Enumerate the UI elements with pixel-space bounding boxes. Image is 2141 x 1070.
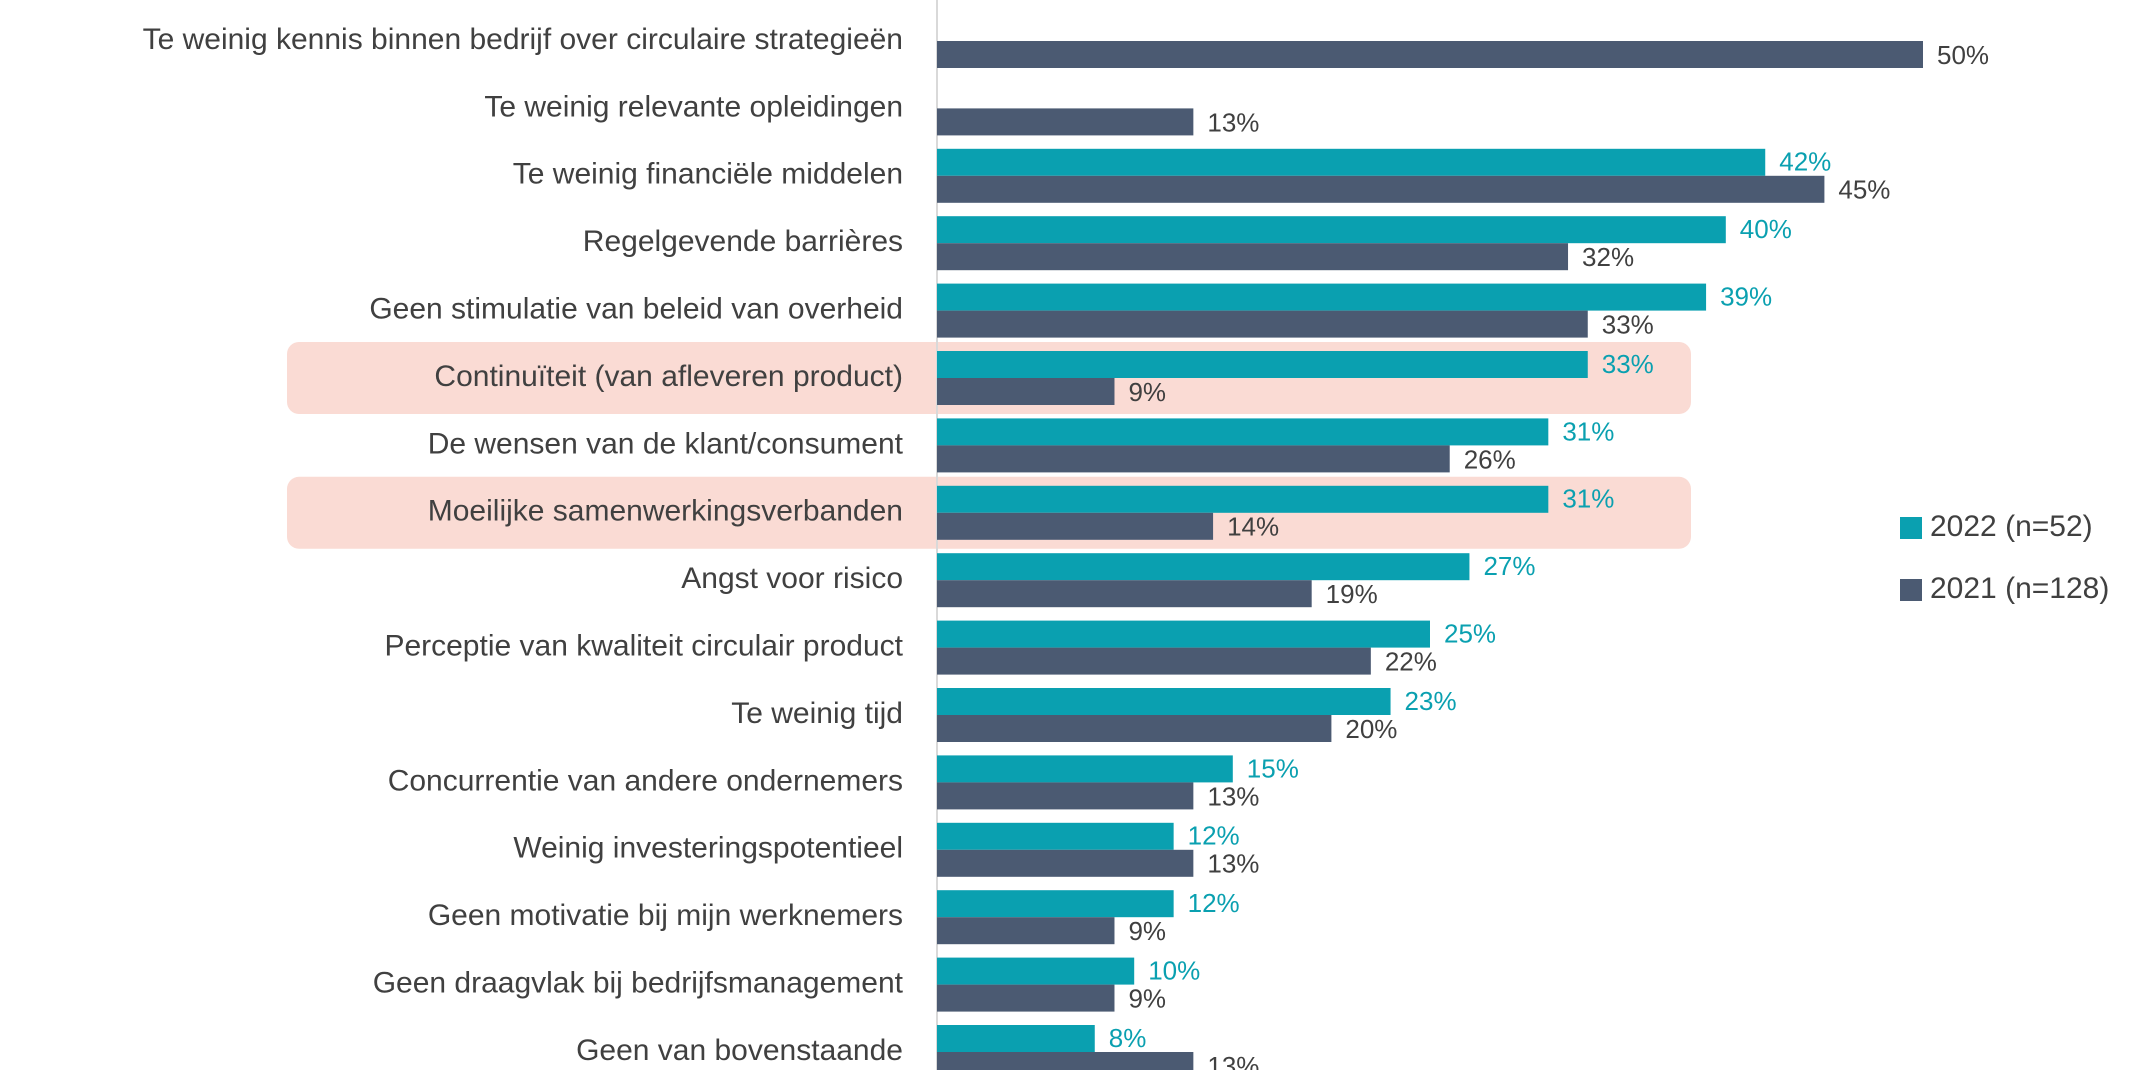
- value-label: 13%: [1207, 107, 1259, 137]
- bar: [937, 984, 1115, 1012]
- value-label: 19%: [1326, 579, 1378, 609]
- value-label: 14%: [1227, 512, 1279, 542]
- bar: [937, 822, 1174, 850]
- bar: [937, 445, 1450, 473]
- value-label: 33%: [1602, 309, 1654, 339]
- bar: [937, 108, 1194, 136]
- bar: [937, 647, 1371, 675]
- category-label: Geen stimulatie van beleid van overheid: [369, 293, 903, 326]
- category-label: Te weinig tijd: [731, 697, 903, 730]
- value-label: 40%: [1740, 214, 1792, 244]
- legend-label: 2021 (n=128): [1930, 572, 2109, 605]
- category-label: Weinig investeringspotentieel: [513, 832, 903, 865]
- value-label: 39%: [1720, 281, 1772, 311]
- value-label: 10%: [1148, 955, 1200, 985]
- bar: [937, 378, 1115, 405]
- value-label: 13%: [1207, 1051, 1259, 1070]
- bar: [937, 553, 1470, 581]
- bar: [937, 620, 1430, 648]
- value-label: 22%: [1385, 646, 1437, 676]
- bar: [937, 782, 1194, 810]
- bar: [937, 715, 1332, 742]
- value-label: 42%: [1779, 147, 1831, 177]
- category-label: Te weinig relevante opleidingen: [484, 90, 903, 123]
- category-label: Geen motivatie bij mijn werknemers: [428, 899, 903, 932]
- value-label: 15%: [1247, 753, 1299, 783]
- bar: [937, 485, 1549, 513]
- legend-swatch: [1900, 579, 1922, 601]
- bar: [937, 310, 1588, 338]
- bar: [937, 512, 1214, 540]
- value-label: 9%: [1128, 983, 1166, 1013]
- value-label: 45%: [1838, 175, 1890, 205]
- value-label: 31%: [1562, 416, 1614, 446]
- bar: [937, 890, 1174, 918]
- bar: [937, 580, 1312, 608]
- value-label: 25%: [1444, 618, 1496, 648]
- bar: [937, 755, 1233, 783]
- value-label: 8%: [1109, 1023, 1147, 1053]
- value-label: 26%: [1464, 444, 1516, 474]
- value-label: 9%: [1128, 916, 1166, 946]
- category-label: Geen draagvlak bij bedrijfsmanagement: [373, 967, 904, 1000]
- legend-label: 2022 (n=52): [1930, 510, 2093, 543]
- category-label: Moeilijke samenwerkingsverbanden: [428, 495, 903, 528]
- value-label: 12%: [1188, 888, 1240, 918]
- category-label: Regelgevende barrières: [583, 225, 903, 258]
- bar: [937, 688, 1391, 715]
- value-label: 12%: [1188, 821, 1240, 851]
- value-label: 23%: [1405, 686, 1457, 716]
- category-label: De wensen van de klant/consument: [428, 427, 904, 460]
- category-label: Concurrentie van andere ondernemers: [388, 764, 903, 797]
- category-label: Angst voor risico: [681, 562, 903, 595]
- bar: [937, 351, 1588, 378]
- value-label: 9%: [1128, 377, 1166, 407]
- category-label: Te weinig kennis binnen bedrijf over cir…: [143, 23, 903, 56]
- bar: [937, 175, 1825, 203]
- bar: [937, 216, 1726, 244]
- value-label: 27%: [1483, 551, 1535, 581]
- value-label: 13%: [1207, 781, 1259, 811]
- value-label: 33%: [1602, 349, 1654, 379]
- bar: [937, 41, 1923, 68]
- value-label: 13%: [1207, 849, 1259, 879]
- category-label: Perceptie van kwaliteit circulair produc…: [384, 630, 903, 663]
- bar: [937, 148, 1766, 176]
- bar: [937, 957, 1135, 985]
- value-label: 32%: [1582, 242, 1634, 272]
- category-label: Te weinig financiële middelen: [513, 158, 903, 191]
- bar: [937, 849, 1194, 877]
- bar: [937, 1052, 1194, 1070]
- bar: [937, 917, 1115, 945]
- value-label: 31%: [1562, 484, 1614, 514]
- bar: [937, 283, 1707, 311]
- category-label: Continuïteit (van afleveren product): [434, 360, 903, 393]
- value-label: 20%: [1345, 714, 1397, 744]
- bar: [937, 1025, 1095, 1052]
- bar: [937, 243, 1569, 271]
- value-label: 50%: [1937, 40, 1989, 70]
- legend-swatch: [1900, 517, 1922, 539]
- category-label: Geen van bovenstaande: [576, 1034, 903, 1067]
- bar: [937, 418, 1549, 446]
